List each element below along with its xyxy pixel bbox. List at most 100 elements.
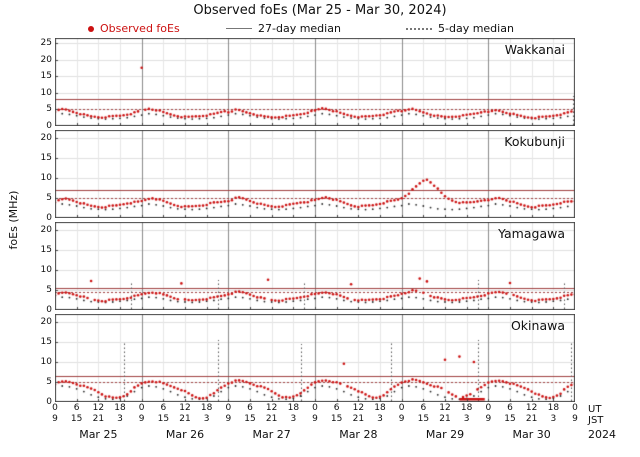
jst-tick-label: 15 [417, 414, 430, 424]
jst-tick-label: 9 [485, 414, 492, 424]
jst-axis-label: JST [588, 415, 604, 426]
date-label: Mar 26 [165, 428, 205, 441]
ut-tick-label: 18 [460, 403, 473, 413]
ut-tick-label: 18 [287, 403, 300, 413]
jst-tick-label: 21 [265, 414, 278, 424]
legend-median27-label: 27-day median [258, 22, 341, 35]
date-label: Mar 27 [252, 428, 291, 441]
ut-tick-label: 6 [507, 403, 513, 413]
jst-tick-label: 15 [244, 414, 256, 424]
ut-tick-label: 18 [200, 403, 213, 413]
date-label: Mar 30 [512, 428, 551, 441]
y-tick-label: 10 [40, 357, 52, 367]
y-tick-label: 0 [46, 213, 52, 223]
jst-tick-label: 15 [330, 414, 343, 424]
y-tick-label: 20 [40, 225, 52, 235]
y-tick-label: 0 [46, 397, 52, 407]
y-tick-label: 0 [46, 305, 52, 315]
jst-tick-label: 9 [398, 414, 405, 424]
ut-tick-label: 12 [352, 403, 365, 413]
y-tick-label: 0 [46, 121, 52, 131]
y-tick-label: 5 [46, 377, 52, 387]
y-tick-label: 20 [40, 317, 52, 327]
y-tick-label: 15 [40, 337, 52, 347]
panel-plot-wakkanai [55, 38, 575, 126]
ut-tick-label: 18 [547, 403, 560, 413]
panel-plot-kokubunji [55, 130, 575, 218]
y-tick-label: 5 [46, 193, 52, 203]
jst-tick-label: 21 [439, 414, 451, 424]
jst-tick-label: 3 [117, 414, 123, 424]
y-tick-label: 10 [40, 87, 52, 98]
jst-tick-label: 3 [550, 414, 557, 424]
station-label-wakkanai: Wakkanai [504, 42, 565, 57]
ut-tick-label: 12 [179, 403, 191, 413]
date-label: Mar 29 [425, 428, 465, 441]
jst-tick-label: 3 [377, 414, 383, 424]
ut-tick-label: 0 [485, 403, 492, 413]
panel-plot-okinawa [55, 314, 575, 402]
ut-tick-label: 6 [160, 403, 167, 413]
ut-tick-label: 6 [73, 403, 80, 413]
y-tick-label: 10 [40, 173, 52, 183]
ut-tick-label: 0 [225, 403, 232, 413]
jst-tick-label: 9 [138, 414, 145, 424]
y-tick-label: 15 [40, 153, 52, 163]
y-tick-label: 15 [40, 71, 52, 82]
jst-tick-label: 9 [312, 414, 318, 424]
y-tick-label: 20 [40, 133, 52, 143]
median5-dotted-swatch [406, 27, 432, 30]
jst-tick-label: 3 [290, 414, 297, 424]
jst-tick-label: 9 [52, 414, 58, 424]
median27-line-swatch [226, 28, 252, 29]
jst-tick-label: 15 [70, 414, 83, 424]
legend-median5: 5-day median [406, 22, 514, 35]
jst-tick-label: 21 [352, 414, 365, 424]
y-tick-label: 5 [46, 104, 52, 115]
observed-dot-swatch [88, 25, 94, 32]
ut-tick-label: 6 [333, 403, 340, 413]
ut-tick-label: 12 [439, 403, 451, 413]
ut-tick-label: 0 [138, 403, 145, 413]
station-label-kokubunji: Kokubunji [504, 134, 565, 149]
legend-median27: 27-day median [226, 22, 341, 35]
station-label-okinawa: Okinawa [510, 318, 565, 333]
ut-tick-label: 0 [312, 403, 318, 413]
legend-observed-label: Observed foEs [100, 22, 180, 35]
jst-tick-label: 15 [504, 414, 516, 424]
y-tick-label: 20 [40, 54, 52, 65]
jst-tick-label: 3 [203, 414, 210, 424]
ut-axis-label: UT [588, 404, 602, 415]
ut-tick-label: 0 [398, 403, 405, 413]
y-tick-label: 5 [46, 285, 52, 295]
ut-tick-label: 6 [420, 403, 427, 413]
ut-tick-label: 18 [374, 403, 386, 413]
jst-tick-label: 9 [572, 414, 578, 424]
ut-tick-label: 12 [525, 403, 538, 413]
date-label: Mar 28 [339, 428, 378, 441]
jst-tick-label: 9 [225, 414, 232, 424]
year-label: 2024 [588, 428, 616, 441]
jst-tick-label: 21 [179, 414, 191, 424]
date-label: Mar 25 [79, 428, 118, 441]
legend-median5-label: 5-day median [438, 22, 514, 35]
jst-tick-label: 3 [463, 414, 470, 424]
station-label-yamagawa: Yamagawa [498, 226, 565, 241]
panel-plot-yamagawa [55, 222, 575, 310]
ut-tick-label: 0 [52, 403, 58, 413]
ut-tick-label: 12 [265, 403, 278, 413]
legend-observed: Observed foEs [88, 22, 180, 35]
jst-tick-label: 15 [157, 414, 170, 424]
y-tick-label: 25 [40, 37, 52, 48]
y-tick-label: 15 [40, 245, 52, 255]
jst-tick-label: 21 [92, 414, 105, 424]
ut-tick-label: 18 [114, 403, 126, 413]
jst-tick-label: 21 [525, 414, 538, 424]
chart-title: Observed foEs (Mar 25 - Mar 30, 2024) [193, 3, 447, 18]
y-axis-label: foEs (MHz) [7, 190, 20, 250]
ut-tick-label: 12 [92, 403, 105, 413]
ut-tick-label: 0 [572, 403, 578, 413]
ut-tick-label: 6 [247, 403, 253, 413]
y-tick-label: 10 [40, 265, 52, 275]
